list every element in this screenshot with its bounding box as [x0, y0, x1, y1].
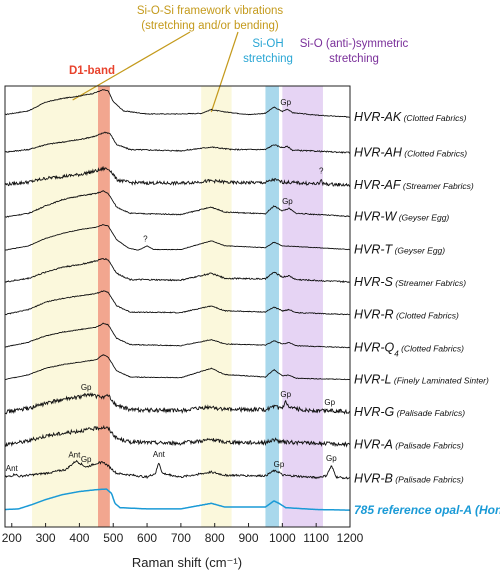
- series-description: (Palisade Fabrics): [394, 408, 465, 418]
- framework-label-line1: Si-O-Si framework vibrations: [137, 5, 284, 17]
- series-label-hvr-w: HVR-W (Geyser Egg): [354, 209, 449, 223]
- x-tick-label-200: 200: [2, 531, 22, 545]
- vibration-bands: [32, 86, 323, 527]
- spectrum-hvr-r: [4, 290, 351, 316]
- series-name: 785: [354, 503, 374, 517]
- series-label-hvr-ah: HVR-AH (Clotted Fabrics): [354, 146, 467, 160]
- series-name: HVR-S: [354, 275, 394, 289]
- x-tick-label-800: 800: [205, 531, 225, 545]
- band-sio: [282, 86, 323, 527]
- band-annotations: Si-O-Si framework vibrations (stretching…: [69, 5, 409, 113]
- band-d1: [98, 86, 110, 527]
- series-description: (Clotted Fabrics): [401, 113, 466, 123]
- series-name: HVR-AF: [354, 178, 402, 192]
- series-name: HVR-Q: [354, 341, 395, 355]
- x-tick-label-500: 500: [103, 531, 123, 545]
- spectrum-hvr-t: [5, 224, 351, 251]
- x-axis: 200 300 400 500 600 700 800 900 1000 1100 1200: [2, 523, 364, 545]
- x-axis-title: Raman shift (cm⁻¹): [132, 555, 242, 570]
- band-framework-left: [32, 86, 99, 527]
- series-name: HVR-T: [354, 243, 394, 257]
- series-name: HVR-L: [354, 373, 392, 387]
- series-label-hvr-af: HVR-AF (Streamer Fabrics): [354, 178, 474, 192]
- series-name: HVR-G: [354, 405, 395, 419]
- peak-label--595: ?: [143, 235, 148, 244]
- series-name: HVR-W: [354, 209, 398, 223]
- peak-label-gp-420: Gp: [81, 383, 92, 392]
- x-tick-label-900: 900: [239, 531, 259, 545]
- series-name: HVR-A: [354, 438, 393, 452]
- band-framework-right: [201, 86, 232, 527]
- series-description: (Clotted Fabrics): [402, 149, 467, 159]
- x-tick-label-600: 600: [137, 531, 157, 545]
- band-sioh: [265, 86, 279, 527]
- series-label-hvr-g: HVR-G (Palisade Fabrics): [354, 405, 465, 419]
- spectrum-785: [5, 488, 350, 511]
- spectrum-hvr-q: [5, 322, 350, 349]
- spectrum-hvr-w: [4, 189, 351, 218]
- series-subscript: 4: [394, 349, 399, 358]
- series-label-hvr-a: HVR-A (Palisade Fabrics): [354, 438, 464, 452]
- series-description: reference opal-A (Honduras): [374, 503, 500, 517]
- framework-pointer-right: [210, 31, 239, 113]
- spectrum-hvr-af: [4, 165, 351, 188]
- spectrum-hvr-l: [4, 353, 351, 381]
- spectrum-hvr-b: [4, 459, 351, 480]
- x-tick-label-1000: 1000: [269, 531, 296, 545]
- sample-labels: HVR-AK (Clotted Fabrics)HVR-AH (Clotted …: [6, 98, 500, 517]
- peak-label-gp-1140: Gp: [324, 398, 335, 407]
- peak-label-gp-1010: Gp: [280, 390, 291, 399]
- x-tick-label-1100: 1100: [303, 531, 329, 545]
- sioh-label-line1: Si-OH: [252, 38, 283, 50]
- sio-label-line2: stretching: [329, 53, 379, 65]
- spectra: [4, 89, 351, 511]
- peak-label-ant-200: Ant: [6, 464, 19, 473]
- series-label-785: 785 reference opal-A (Honduras): [354, 503, 500, 517]
- series-label-hvr-t: HVR-T (Geyser Egg): [354, 243, 445, 257]
- sio-label-line1: Si-O (anti-)symmetric: [300, 38, 409, 50]
- series-description: (Clotted Fabrics): [399, 344, 464, 354]
- series-description: (Streamer Fabrics): [401, 181, 474, 191]
- peak-label-ant-635: Ant: [153, 450, 166, 459]
- framework-pointer-left: [72, 31, 191, 101]
- series-label-hvr-l: HVR-L (Finely Laminated Sinter): [354, 373, 489, 387]
- peak-label-ant-385: Ant: [68, 450, 81, 459]
- series-name: HVR-R: [354, 308, 394, 322]
- series-description: (Finely Laminated Sinter): [392, 376, 489, 386]
- series-description: (Streamer Fabrics): [393, 278, 466, 288]
- series-description: (Clotted Fabrics): [394, 311, 459, 321]
- spectrum-hvr-a: [4, 424, 351, 448]
- spectrum-hvr-s: [4, 257, 350, 284]
- series-label-hvr-q: HVR-Q4 (Clotted Fabrics): [354, 341, 464, 359]
- spectrum-hvr-ah: [4, 131, 351, 154]
- peak-label-gp-1010: Gp: [280, 98, 291, 107]
- spectrum-hvr-ak: [4, 89, 351, 118]
- series-description: (Palisade Fabrics): [393, 474, 464, 484]
- peak-label-gp-420: Gp: [81, 455, 92, 464]
- series-name: HVR-AK: [354, 110, 402, 124]
- peak-label-gp-1145: Gp: [326, 454, 337, 463]
- x-tick-label-400: 400: [69, 531, 89, 545]
- x-tick-label-1200: 1200: [337, 531, 364, 545]
- series-description: (Geyser Egg): [392, 246, 445, 256]
- peak-label-gp-1015: Gp: [282, 197, 293, 206]
- peak-label-gp-990: Gp: [274, 460, 285, 469]
- series-label-hvr-r: HVR-R (Clotted Fabrics): [354, 308, 459, 322]
- spectrum-hvr-g: [4, 392, 351, 415]
- sioh-label-line2: stretching: [243, 53, 293, 65]
- plot-frame: [4, 85, 351, 528]
- series-name: HVR-B: [354, 471, 393, 485]
- x-tick-label-700: 700: [171, 531, 191, 545]
- series-label-hvr-b: HVR-B (Palisade Fabrics): [354, 471, 464, 485]
- x-tick-label-300: 300: [36, 531, 56, 545]
- peak-label--1115: ?: [319, 166, 324, 175]
- framework-label-line2: (stretching and/or bending): [141, 20, 279, 32]
- series-name: HVR-AH: [354, 146, 403, 160]
- series-description: (Geyser Egg): [396, 212, 449, 222]
- d1-band-label: D1-band: [69, 65, 115, 77]
- series-label-hvr-s: HVR-S (Streamer Fabrics): [354, 275, 466, 289]
- series-label-hvr-ak: HVR-AK (Clotted Fabrics): [354, 110, 467, 124]
- series-description: (Palisade Fabrics): [393, 441, 464, 451]
